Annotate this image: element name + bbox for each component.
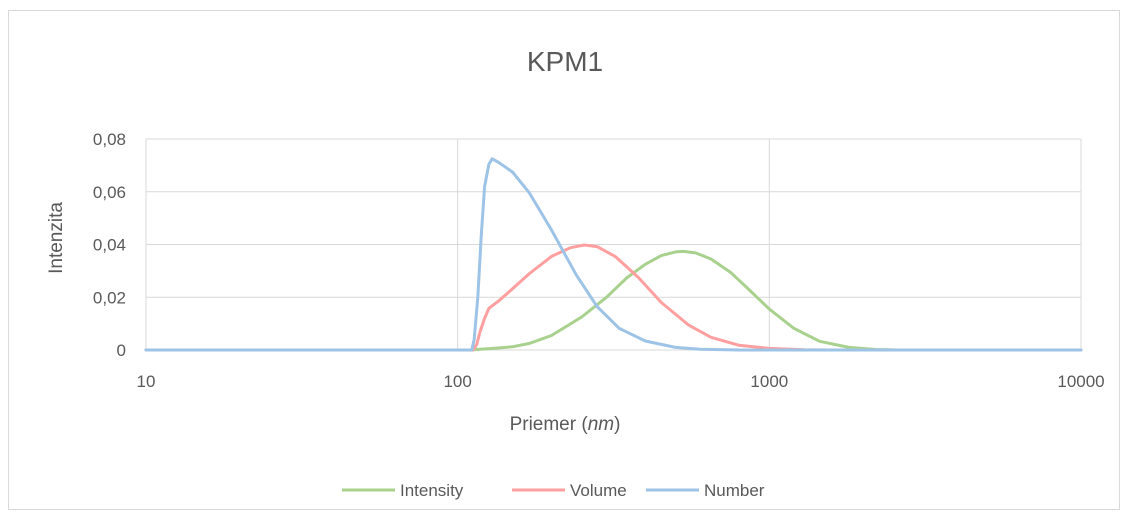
- legend: Intensity Volume Number: [342, 481, 765, 500]
- series-line-intensity: [144, 249, 1083, 352]
- x-tick-label: 10000: [1057, 372, 1104, 391]
- x-axis-title-unit: nm: [588, 414, 614, 435]
- y-axis-title: Intenzita: [46, 202, 67, 274]
- legend-label: Volume: [570, 481, 627, 500]
- chart-svg: KPM1 0 0,02 0,04 0,06 0,08 10 100 1000 10000 In…: [46, 46, 1105, 500]
- y-axis-ticks: 0 0,02 0,04 0,06 0,08: [93, 130, 126, 360]
- x-axis-title-prefix: Priemer (: [510, 414, 589, 435]
- x-axis-title-suffix: ): [614, 414, 620, 435]
- x-tick-label: 100: [443, 372, 471, 391]
- y-tick-label: 0,08: [93, 130, 126, 149]
- gridlines: [145, 138, 1082, 351]
- legend-item-volume: Volume: [512, 481, 627, 500]
- x-axis-title: Priemer (nm): [510, 414, 621, 435]
- legend-item-intensity: Intensity: [342, 481, 464, 500]
- y-tick-label: 0: [117, 341, 126, 360]
- chart-frame: KPM1 0 0,02 0,04 0,06 0,08 10 100 1000 10000 In…: [8, 10, 1120, 510]
- legend-label: Intensity: [400, 481, 464, 500]
- legend-label: Number: [704, 481, 765, 500]
- y-tick-label: 0,04: [93, 236, 126, 255]
- y-tick-label: 0,06: [93, 183, 126, 202]
- x-tick-label: 10: [137, 372, 156, 391]
- series-line-number: [144, 157, 1083, 352]
- x-tick-label: 1000: [750, 372, 788, 391]
- chart-title: KPM1: [527, 46, 603, 77]
- x-axis-ticks: 10 100 1000 10000: [137, 372, 1105, 391]
- y-tick-label: 0,02: [93, 288, 126, 307]
- legend-item-number: Number: [646, 481, 765, 500]
- series-lines: [144, 157, 1083, 352]
- series-line-volume: [144, 243, 1083, 352]
